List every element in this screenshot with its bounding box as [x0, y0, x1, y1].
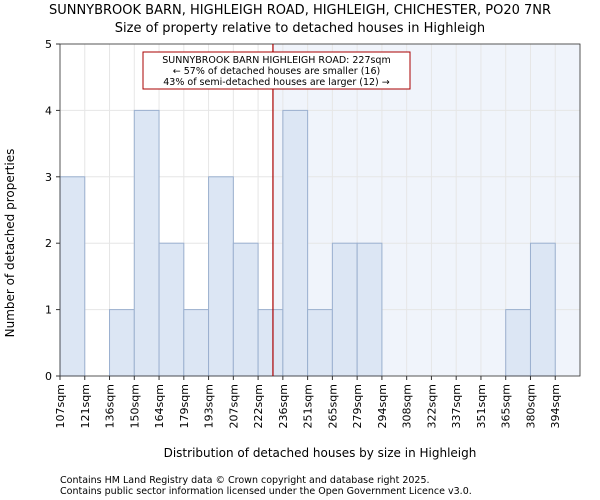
x-tick-label-265sqm: 265sqm: [326, 384, 339, 428]
x-tick-label-207sqm: 207sqm: [227, 384, 240, 428]
y-tick-label-0: 0: [45, 370, 52, 383]
bar-179sqm: [183, 309, 210, 377]
y-tick-label-1: 1: [45, 304, 52, 317]
y-tick-label-3: 3: [45, 171, 52, 184]
bar-236sqm: [282, 109, 309, 377]
x-tick-label-136sqm: 136sqm: [104, 384, 117, 428]
x-axis-ticks: 107sqm 121sqm 136sqm 150sqm 164sqm 179sqm 193s…: [54, 376, 562, 428]
bar-279sqm: [356, 242, 383, 377]
y-axis-label: Number of detached properties: [3, 149, 17, 338]
x-tick-label-322sqm: 322sqm: [425, 384, 438, 428]
x-tick-label-351sqm: 351sqm: [475, 384, 488, 428]
bars: [59, 109, 556, 377]
chart-title: SUNNYBROOK BARN, HIGHLEIGH ROAD, HIGHLEI…: [49, 3, 551, 18]
y-tick-label-5: 5: [45, 38, 52, 51]
bar-150sqm: [133, 109, 160, 377]
x-tick-label-294sqm: 294sqm: [376, 384, 389, 428]
x-tick-label-107sqm: 107sqm: [54, 384, 67, 428]
x-tick-label-150sqm: 150sqm: [128, 384, 141, 428]
footer-line-2: Contains public sector information licen…: [60, 486, 472, 497]
x-tick-label-251sqm: 251sqm: [302, 384, 315, 428]
x-tick-label-121sqm: 121sqm: [79, 384, 92, 428]
bar-164sqm: [158, 242, 185, 377]
x-tick-label-236sqm: 236sqm: [277, 384, 290, 428]
y-tick-label-2: 2: [45, 237, 52, 250]
bar-107sqm: [59, 176, 86, 377]
bar-380sqm: [529, 242, 556, 377]
plot-frame: [59, 43, 581, 377]
x-tick-label-394sqm: 394sqm: [549, 384, 562, 428]
bar-365sqm: [505, 309, 531, 377]
x-axis-label: Distribution of detached houses by size …: [164, 446, 477, 460]
x-tick-label-193sqm: 193sqm: [203, 384, 216, 428]
x-tick-label-164sqm: 164sqm: [153, 384, 166, 428]
annotation-line-1: SUNNYBROOK BARN HIGHLEIGH ROAD: 227sqm: [162, 55, 390, 66]
x-tick-label-308sqm: 308sqm: [401, 384, 414, 428]
annotation-line-3: 43% of semi-detached houses are larger (…: [163, 77, 390, 88]
bar-193sqm: [208, 176, 234, 377]
x-tick-label-279sqm: 279sqm: [351, 384, 364, 428]
x-tick-label-380sqm: 380sqm: [524, 384, 537, 428]
x-tick-label-337sqm: 337sqm: [450, 384, 463, 428]
x-tick-label-222sqm: 222sqm: [252, 384, 265, 428]
x-tick-label-365sqm: 365sqm: [500, 384, 513, 428]
x-tick-label-179sqm: 179sqm: [178, 384, 191, 428]
bar-207sqm: [232, 242, 259, 377]
bar-265sqm: [331, 242, 358, 377]
annotation-frame: [142, 51, 411, 90]
y-tick-label-4: 4: [45, 104, 52, 117]
annotation-line-2: ← 57% of detached houses are smaller (16…: [173, 66, 380, 77]
bar-136sqm: [109, 309, 135, 377]
bar-222sqm: [257, 309, 284, 377]
bar-251sqm: [307, 309, 333, 377]
footer-line-1: Contains HM Land Registry data © Crown c…: [60, 475, 430, 486]
y-axis-ticks: 0 1 2 3 4 5: [45, 38, 60, 383]
chart-subtitle: Size of property relative to detached ho…: [115, 21, 485, 36]
annotation-box: SUNNYBROOK BARN HIGHLEIGH ROAD: 227sqm ←…: [142, 51, 411, 90]
